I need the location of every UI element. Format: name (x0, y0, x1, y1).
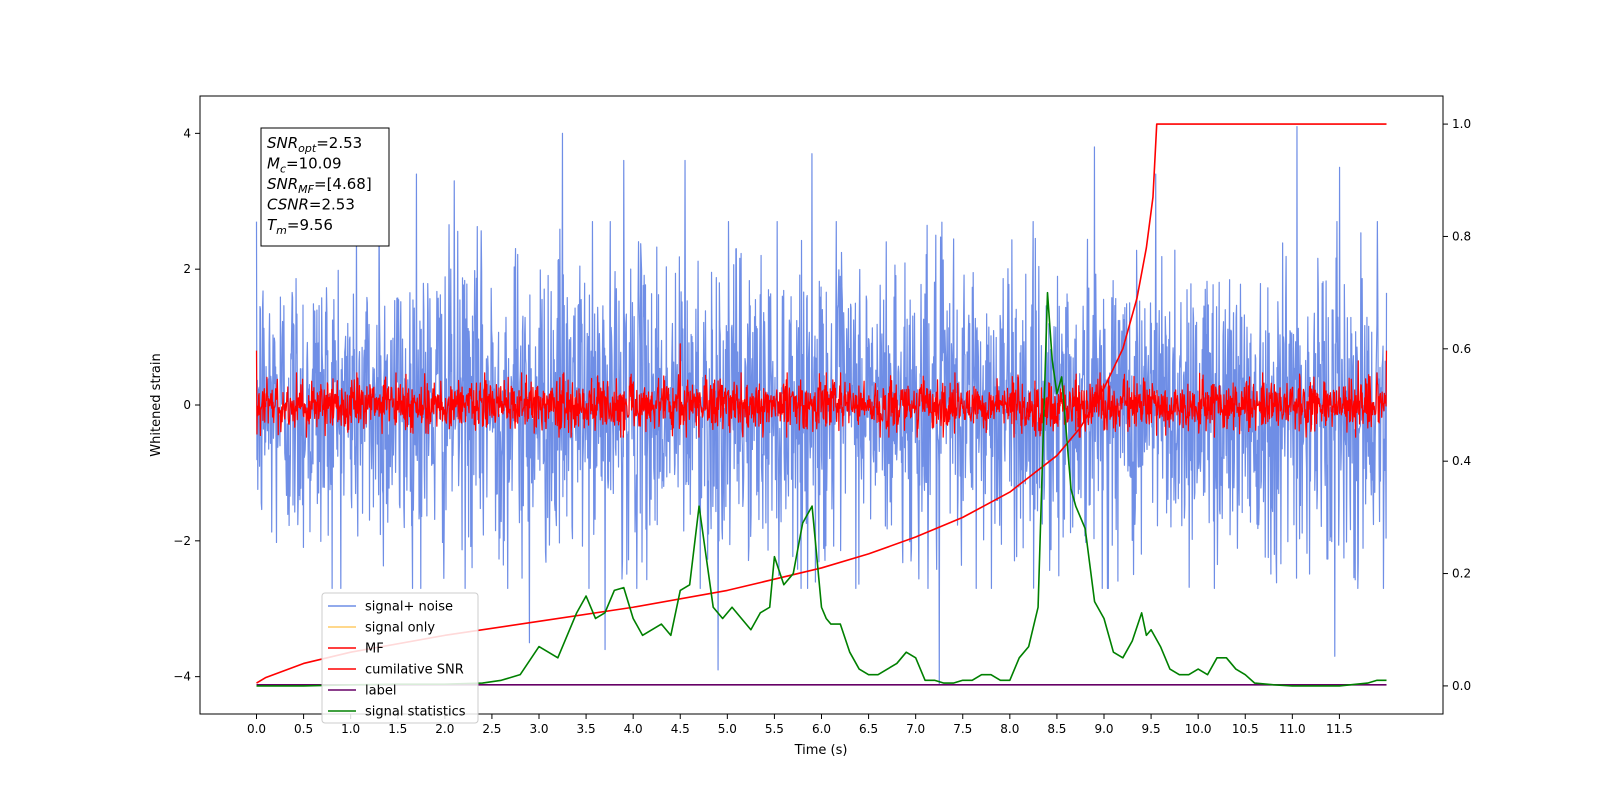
y-right-tick-label: 0.2 (1452, 567, 1471, 581)
annotation-line: CSNR=2.53 (267, 196, 355, 214)
x-tick-label: 11.0 (1279, 722, 1306, 736)
x-tick-label: 2.0 (435, 722, 454, 736)
x-tick-label: 0.0 (247, 722, 266, 736)
y-left-tick-label: −4 (173, 670, 191, 684)
y-right-tick-label: 0.0 (1452, 679, 1471, 693)
legend-entry: signal+ noise (365, 600, 453, 615)
y-left-tick-label: 0 (183, 398, 191, 412)
annotation-box: SNRopt=2.53Mc=10.09SNRMF=[4.68]CSNR=2.53… (260, 127, 390, 247)
x-axis: 0.0 0.5 1.0 1.5 2.0 2.5 3.0 3.5 4.0 4.5 5.0 5.5 6.0 6… (247, 714, 1353, 736)
legend: signal+ noise signal only MF cumilative SNR… (321, 592, 479, 724)
x-tick-label: 5.0 (718, 722, 737, 736)
y-left-tick-label: −2 (173, 534, 191, 548)
y-right-tick-label: 0.8 (1452, 229, 1471, 243)
y-axis-right: 0.0 0.2 0.4 0.6 0.8 1.0 (1443, 117, 1471, 693)
legend-entry: signal statistics (365, 705, 466, 720)
legend-entry: cumilative SNR (365, 663, 464, 678)
annotation-line: Tm=9.56 (267, 216, 333, 237)
x-tick-label: 7.5 (953, 722, 972, 736)
y-left-tick-label: 2 (183, 262, 191, 276)
legend-entry: signal only (365, 621, 435, 636)
x-tick-label: 1.0 (341, 722, 360, 736)
x-tick-label: 10.5 (1232, 722, 1259, 736)
x-tick-label: 0.5 (294, 722, 313, 736)
x-tick-label: 3.0 (529, 722, 548, 736)
x-tick-label: 1.5 (388, 722, 407, 736)
x-tick-label: 2.5 (482, 722, 501, 736)
y-axis-label: Whitened strain (149, 353, 164, 456)
x-tick-label: 5.5 (765, 722, 784, 736)
series-signal-statistics (256, 291, 1387, 687)
x-tick-label: 9.0 (1094, 722, 1113, 736)
y-right-tick-label: 0.4 (1452, 454, 1471, 468)
annotation-line: SNRMF=[4.68] (267, 175, 372, 196)
annotation-line: Mc=10.09 (267, 155, 342, 176)
x-tick-label: 4.5 (671, 722, 690, 736)
x-axis-label: Time (s) (794, 743, 848, 758)
y-left-tick-label: 4 (183, 126, 191, 140)
y-right-tick-label: 1.0 (1452, 117, 1471, 131)
x-tick-label: 10.0 (1185, 722, 1212, 736)
y-right-tick-label: 0.6 (1452, 342, 1471, 356)
series-mf (255, 343, 1388, 438)
x-tick-label: 7.0 (906, 722, 925, 736)
x-tick-label: 6.5 (859, 722, 878, 736)
x-tick-label: 8.0 (1000, 722, 1019, 736)
y-axis-left: −4 −2 0 2 4 (173, 126, 200, 684)
legend-frame (321, 592, 479, 724)
legend-entry: MF (365, 642, 384, 657)
x-tick-label: 6.0 (812, 722, 831, 736)
legend-entry: label (365, 684, 396, 699)
x-tick-label: 9.5 (1142, 722, 1161, 736)
x-tick-label: 3.5 (577, 722, 596, 736)
x-tick-label: 11.5 (1326, 722, 1353, 736)
x-tick-label: 8.5 (1047, 722, 1066, 736)
x-tick-label: 4.0 (624, 722, 643, 736)
annotation-line: SNRopt=2.53 (267, 134, 362, 155)
